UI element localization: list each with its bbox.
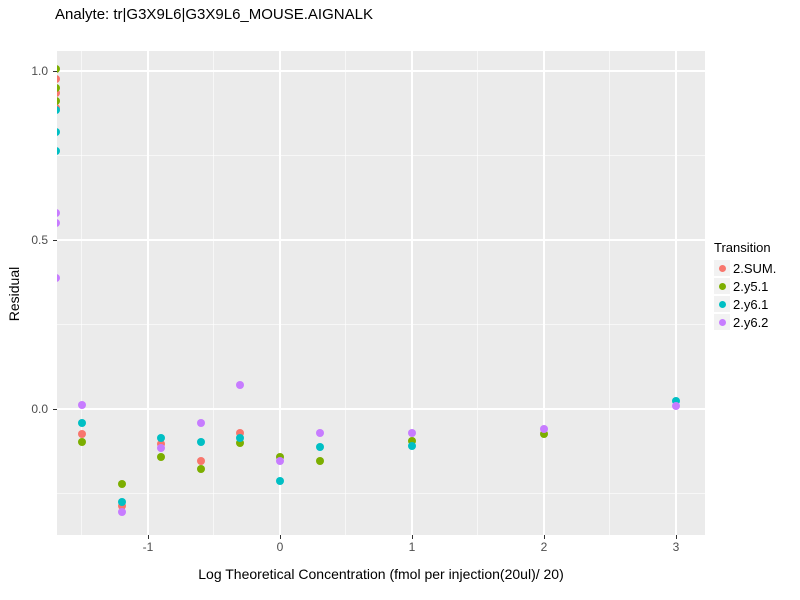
legend-label: 2.y6.2: [733, 314, 769, 330]
y-tick-label: 1.0: [31, 63, 48, 78]
data-point-2.y5.1: [57, 97, 60, 106]
legend-key: [714, 314, 730, 330]
data-point-2.y6.1: [407, 441, 416, 450]
y-axis-tick: [53, 239, 57, 241]
major-gridline-y: [57, 408, 705, 410]
x-tick-label: 0: [276, 540, 284, 554]
legend-dot-icon: [718, 300, 726, 308]
x-axis-title: Log Theoretical Concentration (fmol per …: [198, 566, 564, 582]
data-point-2.y6.1: [57, 105, 60, 114]
minor-gridline-y: [57, 154, 705, 156]
data-point-2.y6.1: [77, 418, 86, 427]
data-point-2.y5.1: [77, 438, 86, 447]
data-point-2.SUM.: [77, 429, 86, 438]
legend-key: [714, 260, 730, 276]
data-point-2.y6.1: [196, 438, 205, 447]
data-point-2.y5.1: [315, 456, 324, 465]
major-gridline-x: [411, 51, 413, 535]
data-point-2.SUM.: [117, 501, 126, 510]
legend: Transition 2.SUM. 2.y5.1 2.y6.1 2.y6.2: [714, 240, 776, 331]
major-gridline-x: [147, 51, 149, 535]
legend-label: 2.y5.1: [733, 278, 769, 294]
data-point-2.y6.2: [57, 208, 60, 217]
data-point-2.y6.2: [407, 428, 416, 437]
legend-entry: 2.SUM.: [714, 259, 776, 277]
data-point-2.y5.1: [407, 437, 416, 446]
legend-entry: 2.y5.1: [714, 277, 776, 295]
data-point-2.y6.1: [117, 497, 126, 506]
x-tick-label: 3: [672, 540, 680, 554]
minor-gridline-x: [81, 51, 83, 535]
major-gridline-x: [279, 51, 281, 535]
data-point-2.y6.2: [539, 425, 548, 434]
data-point-2.y6.1: [57, 147, 60, 156]
data-point-2.y6.2: [196, 418, 205, 427]
major-gridline-y: [57, 239, 705, 241]
y-tick-label: 0.5: [31, 232, 48, 247]
x-axis-tick: [279, 535, 281, 539]
data-point-2.SUM.: [196, 456, 205, 465]
minor-gridline-x: [345, 51, 347, 535]
data-point-2.y5.1: [196, 465, 205, 474]
legend-title: Transition: [714, 240, 771, 255]
minor-gridline-y: [57, 492, 705, 494]
x-axis-tick: [411, 535, 413, 539]
data-point-2.y6.2: [77, 400, 86, 409]
data-point-2.y6.2: [671, 401, 680, 410]
data-point-2.y6.1: [275, 476, 284, 485]
data-point-2.SUM.: [236, 428, 245, 437]
legend-dot-icon: [718, 264, 726, 272]
x-tick-label: 1: [408, 540, 416, 554]
data-point-2.y6.2: [117, 508, 126, 517]
legend-label: 2.SUM.: [733, 260, 777, 276]
y-axis-tick: [53, 70, 57, 72]
data-point-2.y6.2: [236, 380, 245, 389]
data-point-2.y6.2: [275, 456, 284, 465]
data-point-2.y6.1: [157, 433, 166, 442]
legend-entry: 2.y6.2: [714, 313, 776, 331]
y-axis-title: Residual: [6, 266, 22, 322]
data-point-2.SUM.: [57, 75, 60, 84]
legend-key: [714, 296, 730, 312]
data-point-2.y6.1: [236, 433, 245, 442]
data-point-2.SUM.: [57, 88, 60, 97]
x-axis-tick: [147, 535, 149, 539]
data-point-2.y5.1: [275, 452, 284, 461]
minor-gridline-y: [57, 323, 705, 325]
legend-entry: 2.y6.1: [714, 295, 776, 313]
plot-title: Analyte: tr|G3X9L6|G3X9L6_MOUSE.AIGNALK: [55, 6, 373, 23]
y-tick-label: 0.0: [31, 401, 48, 416]
data-point-2.y5.1: [57, 65, 60, 74]
data-point-2.y6.2: [315, 428, 324, 437]
x-axis-tick: [675, 535, 677, 539]
major-gridline-y: [57, 70, 705, 72]
x-axis-tick: [543, 535, 545, 539]
x-tick-label: 2: [540, 540, 548, 554]
data-point-2.y6.2: [57, 273, 60, 282]
legend-entries: 2.SUM. 2.y5.1 2.y6.1 2.y6.2: [714, 259, 776, 331]
legend-dot-icon: [718, 318, 726, 326]
legend-key: [714, 278, 730, 294]
data-point-2.y5.1: [236, 438, 245, 447]
minor-gridline-x: [213, 51, 215, 535]
minor-gridline-x: [609, 51, 611, 535]
data-point-2.y6.1: [57, 127, 60, 136]
legend-label: 2.y6.1: [733, 296, 769, 312]
legend-dot-icon: [718, 282, 726, 290]
x-tick-label: -1: [142, 540, 154, 554]
data-point-2.y5.1: [157, 452, 166, 461]
data-point-2.y6.1: [671, 397, 680, 406]
y-axis-tick: [53, 408, 57, 410]
data-point-2.y6.2: [157, 443, 166, 452]
major-gridline-x: [675, 51, 677, 535]
data-point-2.y5.1: [117, 479, 126, 488]
data-point-2.y6.1: [315, 442, 324, 451]
major-gridline-x: [543, 51, 545, 535]
data-point-2.y6.2: [57, 219, 60, 228]
minor-gridline-x: [477, 51, 479, 535]
data-point-2.y5.1: [539, 430, 548, 439]
data-point-2.y5.1: [57, 83, 60, 92]
plot-panel: [57, 51, 705, 535]
